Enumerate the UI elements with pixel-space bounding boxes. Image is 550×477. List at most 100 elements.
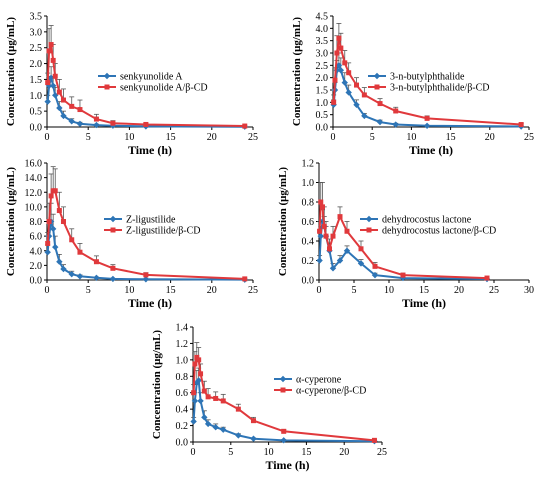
data-point-square	[45, 240, 51, 246]
x-tick-label: 15	[166, 285, 176, 296]
data-point-diamond	[343, 247, 351, 254]
y-tick-label: 10.0	[25, 202, 43, 213]
legend-label: 3-n-butylphthalide	[390, 72, 465, 83]
data-point-square	[60, 97, 66, 103]
y-tick-label: 1.0	[316, 98, 329, 109]
data-point-diamond	[47, 74, 55, 82]
x-tick-label: 15	[301, 447, 311, 458]
y-tick-label: 16.0	[25, 159, 43, 170]
data-point-square	[191, 390, 197, 396]
legend-label: Z-ligustilide/β-CD	[126, 226, 201, 237]
legend-marker-square	[374, 84, 380, 90]
data-point-diamond	[76, 120, 84, 128]
data-point-square	[242, 123, 248, 129]
data-point-square	[393, 108, 399, 114]
data-point-diamond	[44, 98, 51, 105]
data-point-square	[332, 77, 338, 83]
legend-entry: 3-n-butylphthalide/β-CD	[368, 83, 490, 94]
data-point-square	[331, 99, 337, 105]
x-tick-label: 5	[228, 447, 233, 458]
data-point-diamond	[142, 276, 150, 283]
data-point-square	[143, 121, 149, 127]
x-tick-label: 5	[86, 285, 91, 296]
data-point-square	[318, 199, 324, 205]
legend-entry: α-cyperone/β-CD	[274, 386, 366, 397]
y-tick-label: 1.5	[316, 86, 329, 97]
legend-marker-square	[104, 84, 110, 90]
x-tick-label: 20	[207, 285, 217, 296]
y-tick-label: 2.5	[30, 43, 43, 54]
y-tick-label: 0.2	[302, 256, 315, 267]
y-tick-label: 2.0	[30, 59, 43, 70]
y-tick-label: 0.6	[302, 217, 315, 228]
x-tick-label: 10	[124, 285, 134, 296]
data-point-square	[321, 223, 327, 229]
data-point-square	[317, 228, 323, 234]
legend-marker-square	[366, 227, 372, 233]
x-tick-label: 5	[86, 132, 91, 143]
data-point-square	[46, 219, 52, 224]
data-point-square	[346, 70, 352, 76]
data-point-square	[354, 82, 360, 88]
legend-label: dehydrocostus lactone	[382, 215, 472, 226]
data-point-diamond	[68, 118, 75, 125]
data-point-square	[50, 57, 56, 63]
x-tick-label: 0	[317, 285, 322, 296]
x-tick-label: 25	[248, 285, 258, 296]
x-tick-label: 5	[370, 132, 375, 143]
data-point-diamond	[52, 92, 59, 99]
data-point-diamond	[250, 435, 257, 442]
series-red-2	[45, 166, 248, 282]
series-red-2	[191, 342, 377, 443]
data-point-square	[143, 272, 149, 278]
y-tick-label: 2.0	[30, 261, 43, 272]
x-tick-label: 15	[446, 132, 456, 143]
x-axis-label: Time (h)	[402, 296, 446, 310]
legend-entry: senkyunolide A	[98, 72, 183, 83]
series-blue-1	[330, 52, 525, 130]
legend-entry: α-cyperone	[274, 375, 342, 386]
x-tick-label: 20	[454, 285, 464, 296]
data-point-diamond	[195, 377, 202, 384]
y-tick-label: 0.0	[176, 438, 189, 449]
y-tick-label: 3.5	[30, 12, 43, 23]
x-tick-label: 10	[384, 285, 394, 296]
data-point-square	[336, 35, 342, 41]
y-tick-label: 2.0	[316, 73, 329, 84]
data-point-square	[220, 398, 226, 404]
data-point-diamond	[52, 243, 59, 251]
data-point-diamond	[337, 67, 345, 74]
chart-panel-4: 0.0 0.2 0.4 0.6 0.8 1.0 1.2 0 5 10 15 20 25 30 Time (h…	[277, 159, 534, 311]
data-point-diamond	[361, 112, 368, 120]
data-point-diamond	[329, 265, 337, 272]
data-point-diamond	[316, 257, 323, 264]
data-point-diamond	[190, 418, 197, 425]
legend-entry: Z-ligustilide	[104, 215, 176, 226]
data-point-square	[56, 89, 62, 95]
y-tick-label: 0.5	[30, 107, 43, 118]
legend-entry: 3-n-butylphthalide	[368, 72, 465, 83]
data-point-diamond	[109, 122, 117, 129]
x-axis-label: Time (h)	[128, 143, 172, 157]
data-point-square	[48, 42, 54, 48]
y-axis-label: Concentration (μg/mL)	[5, 17, 17, 127]
legend-label: α-cyperone	[296, 375, 342, 386]
data-point-diamond	[201, 414, 208, 421]
data-point-diamond	[204, 420, 212, 428]
legend-label: α-cyperone/β-CD	[296, 386, 366, 397]
y-tick-label: 6.0	[30, 232, 43, 243]
data-point-square	[69, 237, 75, 243]
legend-label: Z-ligustilide	[126, 215, 176, 226]
data-point-square	[77, 107, 83, 113]
y-tick-label: 4.0	[30, 246, 43, 257]
legend-marker-square	[280, 387, 286, 393]
data-point-square	[93, 259, 99, 265]
data-point-square	[213, 395, 219, 401]
data-point-square	[93, 116, 99, 122]
y-tick-label: 0.2	[176, 421, 189, 432]
y-axis-label: Concentration (μg/mL)	[151, 330, 163, 440]
data-point-square	[342, 60, 348, 66]
data-point-diamond	[317, 232, 324, 240]
y-tick-label: 1.2	[176, 339, 189, 350]
